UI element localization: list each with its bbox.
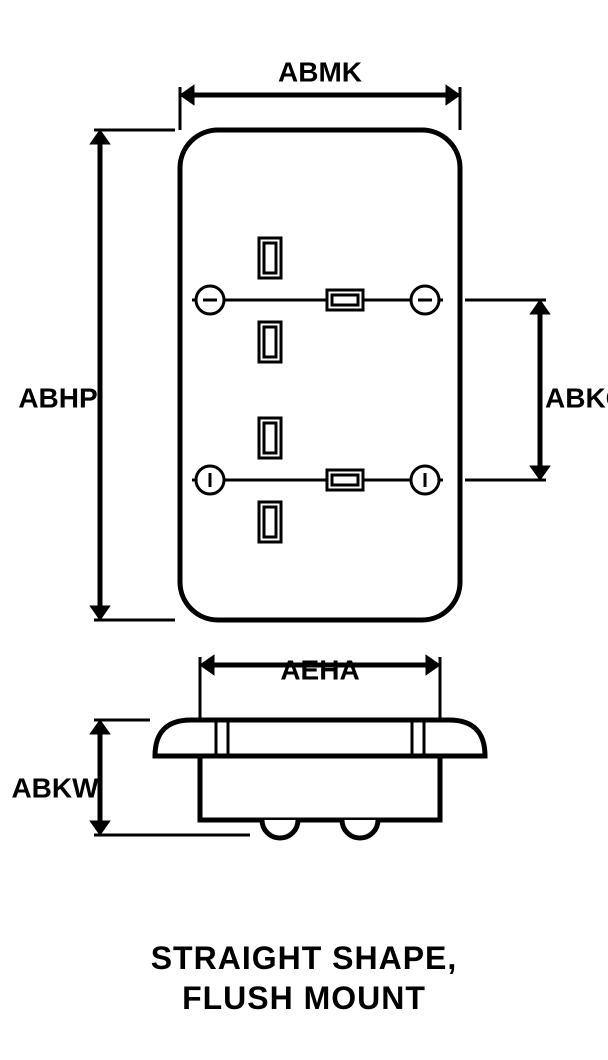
side-profile — [155, 720, 485, 820]
label-abhp: ABHP — [18, 382, 97, 413]
connector-diagram: ABMK ABHP ABKQ AEHA ABKW — [0, 0, 608, 1060]
label-aeha: AEHA — [280, 654, 359, 685]
terminal-foot — [262, 820, 298, 838]
label-abmk: ABMK — [278, 56, 362, 87]
receptacle-front — [180, 130, 460, 620]
label-abkw: ABKW — [11, 772, 99, 803]
caption-line-2: FLUSH MOUNT — [0, 980, 608, 1017]
caption-line-1: STRAIGHT SHAPE, — [0, 940, 608, 977]
label-abkq: ABKQ — [545, 382, 608, 413]
terminal-foot — [342, 820, 378, 838]
